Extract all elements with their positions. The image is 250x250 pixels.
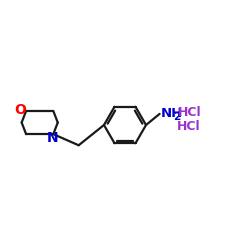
Text: O: O <box>15 104 26 118</box>
Text: HCl: HCl <box>176 120 200 133</box>
Text: NH: NH <box>161 107 183 120</box>
Text: 2: 2 <box>173 112 180 122</box>
Text: N: N <box>46 130 58 144</box>
Text: HCl: HCl <box>178 106 201 120</box>
